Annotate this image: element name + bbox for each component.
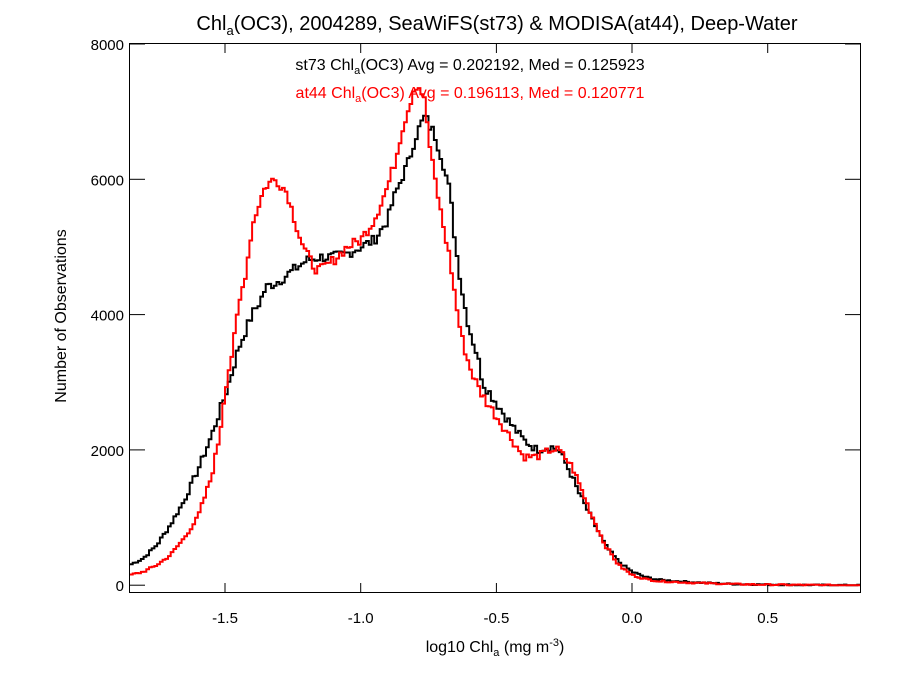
- x-axis-label-close: ): [559, 639, 564, 656]
- y-tick-label: 6000: [91, 172, 124, 189]
- x-axis-label-units: (mg m: [499, 639, 549, 656]
- stats-annotation: at44 Chla(OC3) Avg = 0.196113, Med = 0.1…: [296, 85, 645, 105]
- y-tick-label: 8000: [91, 37, 124, 54]
- x-tick-label: 0.0: [622, 610, 643, 627]
- x-axis-label-subscript: a: [493, 647, 500, 659]
- stats-annotation-label: at44 Chl: [296, 85, 356, 102]
- chart-title-rest: (OC3), 2004289, SeaWiFS(st73) & MODISA(a…: [234, 13, 798, 35]
- x-tick-label: -1.5: [212, 610, 238, 627]
- chart-title-subscript: a: [226, 23, 234, 38]
- series-line-st73: [130, 114, 860, 587]
- annotations: st73 Chla(OC3) Avg = 0.202192, Med = 0.1…: [295, 57, 644, 105]
- series-line-at44: [130, 87, 860, 587]
- y-axis-label: Number of Observations: [53, 229, 70, 402]
- x-axis-label: log10 Chla (mg m-3): [426, 637, 565, 659]
- stats-annotation: st73 Chla(OC3) Avg = 0.202192, Med = 0.1…: [295, 57, 644, 77]
- series-layer: [130, 87, 860, 587]
- stats-annotation-values: (OC3) Avg = 0.202192, Med = 0.125923: [360, 57, 644, 74]
- y-tick-label: 0: [116, 578, 124, 595]
- stats-annotation-subscript: a: [355, 93, 362, 105]
- plot-frame: [129, 43, 861, 593]
- chart-title: Chla(OC3), 2004289, SeaWiFS(st73) & MODI…: [196, 13, 797, 38]
- y-tick-label: 4000: [91, 308, 124, 325]
- x-axis-label-superscript: -3: [549, 637, 559, 649]
- chart-title-main: Chl: [196, 13, 226, 35]
- x-axis-label-main: log10 Chl: [426, 639, 494, 656]
- x-tick-label: -0.5: [483, 610, 509, 627]
- stats-annotation-values: (OC3) Avg = 0.196113, Med = 0.120771: [361, 85, 644, 102]
- y-tick-label: 2000: [91, 443, 124, 460]
- axis-ticks: -1.5 -1.0 -0.5 0.0 0.5 0 2000 4000 6000 8000: [91, 37, 860, 627]
- stats-annotation-label: st73 Chl: [295, 57, 354, 74]
- x-tick-label: 0.5: [757, 610, 778, 627]
- stats-annotation-subscript: a: [354, 65, 361, 77]
- x-tick-label: -1.0: [348, 610, 374, 627]
